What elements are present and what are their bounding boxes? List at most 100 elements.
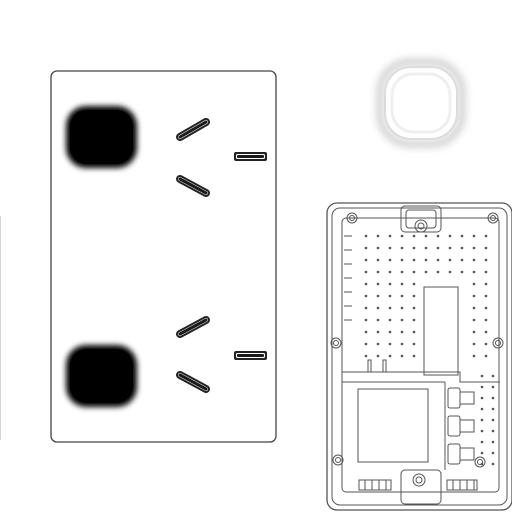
vent-dot [484,342,488,346]
vent-dot [480,429,484,433]
vent-dot [376,306,380,310]
vent-dot [364,270,368,274]
vent-dot [400,294,404,298]
vent-dot [412,294,416,298]
vent-dot [480,407,484,411]
vent-dot [484,282,488,286]
vent-dot [412,270,416,274]
vent-dot [376,318,380,322]
neutral-pin-icon [176,175,210,197]
vent-dot [472,294,476,298]
vent-dot [400,354,404,358]
vent-dot [424,270,428,274]
vent-dot [484,330,488,334]
earth-pin-icon [234,351,267,360]
vent-dot [480,418,484,422]
vent-dot [480,374,484,378]
vent-dot [472,258,476,262]
vent-dot [480,451,484,455]
active-pin-icon [176,316,210,338]
vent-dot [412,318,416,322]
vent-dot [376,270,380,274]
vent-dot [460,246,464,250]
vent-dot [400,246,404,250]
vent-dot [491,407,495,411]
vent-dot [388,294,392,298]
vent-dot [480,396,484,400]
vent-dot [472,330,476,334]
outlet-rear-housing-icon [326,202,512,511]
vent-dot [388,270,392,274]
ventilation-dots [364,234,495,466]
double-power-outlet-plate-icon [50,70,277,443]
vent-dot [364,354,368,358]
vent-dot [484,318,488,322]
vent-dot [400,282,404,286]
vent-dot [472,318,476,322]
switch-blackout-core [70,349,133,403]
rounded-square-button-icon [377,59,465,147]
vent-dot [364,258,368,262]
vent-dot [388,330,392,334]
vent-dot [448,234,452,238]
vent-dot [388,342,392,346]
vent-dot [484,354,488,358]
vent-dot [472,354,476,358]
vent-dot [472,282,476,286]
vent-dot [491,451,495,455]
vent-dot [484,294,488,298]
vent-dot [376,294,380,298]
vent-dot [484,234,488,238]
vent-dot [376,342,380,346]
vent-dot [424,258,428,262]
vent-dot [491,462,495,466]
vent-dot [424,246,428,250]
vent-dot [472,342,476,346]
vent-dot [491,429,495,433]
vent-dot [472,234,476,238]
vent-dot [400,318,404,322]
vent-dot [364,330,368,334]
vent-dot [480,440,484,444]
active-pin-icon [176,118,210,141]
vent-dot [412,246,416,250]
vent-dot [376,282,380,286]
vent-dot [364,306,368,310]
vent-dot [388,246,392,250]
vent-dot [460,258,464,262]
vent-dot [388,306,392,310]
vent-dot [412,306,416,310]
vent-dot [436,246,440,250]
vent-dot [448,246,452,250]
vent-dot [491,440,495,444]
vent-dot [364,282,368,286]
vent-dot [412,330,416,334]
vent-dot [448,270,452,274]
vent-dot [400,234,404,238]
vent-dot [388,258,392,262]
switch-blackout-core [70,110,133,164]
vent-dot [484,258,488,262]
vent-dot [460,234,464,238]
vent-dot [400,270,404,274]
vent-dot [484,306,488,310]
vent-dot [424,234,428,238]
vent-dot [491,396,495,400]
vent-dot [484,270,488,274]
vent-dot [388,354,392,358]
vent-dot [412,342,416,346]
vent-dot [364,318,368,322]
vent-dot [472,306,476,310]
earth-pin-icon [234,152,267,161]
vent-dot [436,258,440,262]
vent-dot [412,282,416,286]
vent-dot [376,246,380,250]
vent-dot [376,330,380,334]
outlet-upper-icon [66,106,267,197]
vent-dot [400,306,404,310]
vent-dot [376,354,380,358]
vent-dot [472,270,476,274]
vent-dot [412,354,416,358]
vent-dot [448,258,452,262]
